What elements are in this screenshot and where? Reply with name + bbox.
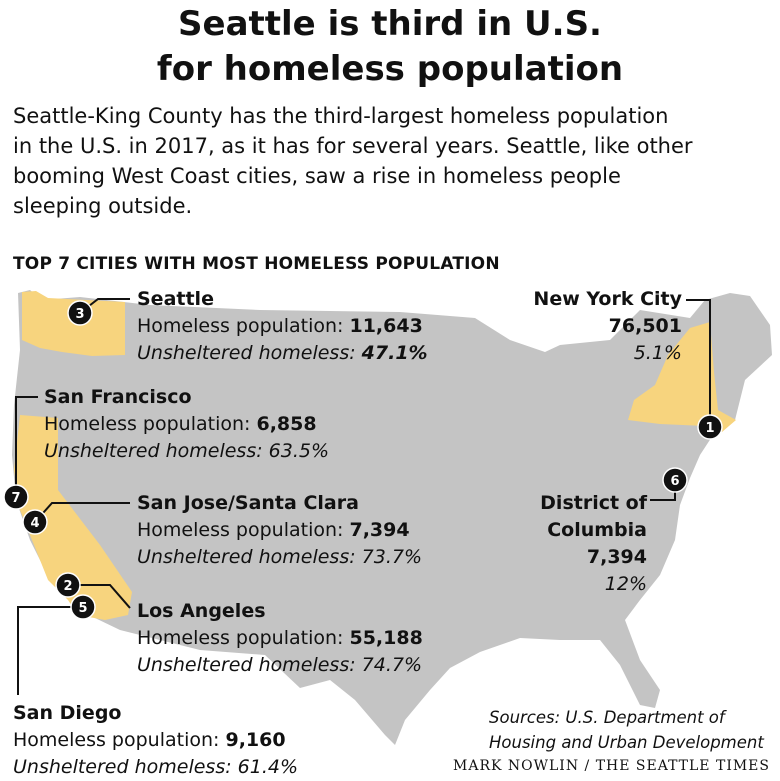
headline-line-1: Seattle is third in U.S. xyxy=(178,4,602,44)
intro-line-3: booming West Coast cities, saw a rise in… xyxy=(13,164,621,188)
population-san-francisco: Homeless population: 6,858 xyxy=(44,411,329,438)
badge-los-angeles-number: 2 xyxy=(63,579,72,594)
unsheltered-value-los-angeles: 74.7% xyxy=(361,654,423,676)
population-new-york: 76,501 xyxy=(533,313,682,340)
population-dc: 7,394 xyxy=(540,544,647,571)
badge-san-francisco-number: 7 xyxy=(11,491,20,506)
uns-prefix: Unsheltered homeless: xyxy=(137,654,362,676)
headline-line-2: for homeless population xyxy=(156,49,624,89)
unsheltered-value-seattle: 47.1% xyxy=(361,342,428,364)
sources: Sources: U.S. Department of Housing and … xyxy=(489,705,764,755)
badge-los-angeles: 2 xyxy=(55,572,81,598)
badge-seattle: 3 xyxy=(67,300,93,326)
city-name-dc-line-2: Columbia xyxy=(547,519,647,541)
unsheltered-value-san-jose: 73.7% xyxy=(361,546,423,568)
badge-san-diego: 5 xyxy=(70,594,96,620)
unsheltered-dc: 12% xyxy=(604,573,647,595)
city-name-san-diego: San Diego xyxy=(13,702,122,724)
headline: Seattle is third in U.S. for homeless po… xyxy=(0,2,780,92)
badge-san-jose-number: 4 xyxy=(30,516,39,531)
leader-san-francisco xyxy=(15,396,38,497)
unsheltered-value-san-francisco: 63.5% xyxy=(268,440,330,462)
leader-san-diego xyxy=(17,606,83,695)
label-los-angeles: Los Angeles Homeless population: 55,188 … xyxy=(137,598,423,679)
label-new-york: New York City 76,501 5.1% xyxy=(533,286,682,367)
unsheltered-new-york: 5.1% xyxy=(633,342,682,364)
unsheltered-san-francisco: Unsheltered homeless: 63.5% xyxy=(44,438,329,465)
pop-prefix: Homeless population: xyxy=(13,729,226,751)
label-dc: District of Columbia 7,394 12% xyxy=(540,490,647,598)
population-value-new-york: 76,501 xyxy=(608,315,682,337)
pop-prefix: Homeless population: xyxy=(137,315,350,337)
population-seattle: Homeless population: 11,643 xyxy=(137,313,428,340)
badge-seattle-number: 3 xyxy=(75,307,84,322)
label-san-jose: San Jose/Santa Clara Homeless population… xyxy=(137,490,422,571)
badge-new-york: 1 xyxy=(697,414,723,440)
badge-dc-number: 6 xyxy=(670,474,679,489)
badge-san-francisco: 7 xyxy=(3,484,29,510)
label-seattle: Seattle Homeless population: 11,643 Unsh… xyxy=(137,286,428,367)
leader-lines xyxy=(15,298,711,695)
unsheltered-los-angeles: Unsheltered homeless: 74.7% xyxy=(137,652,423,679)
badge-san-jose: 4 xyxy=(22,509,48,535)
pop-prefix: Homeless population: xyxy=(44,413,257,435)
population-value-san-jose: 7,394 xyxy=(349,519,410,541)
city-name-dc-line-1: District of xyxy=(540,492,647,514)
badge-new-york-number: 1 xyxy=(705,421,714,436)
population-value-dc: 7,394 xyxy=(586,546,647,568)
intro-line-2: in the U.S. in 2017, as it has for sever… xyxy=(13,134,693,158)
population-san-diego: Homeless population: 9,160 xyxy=(13,727,298,754)
sources-line-2: Housing and Urban Development xyxy=(489,733,764,752)
pop-prefix: Homeless population: xyxy=(137,519,350,541)
intro-line-1: Seattle-King County has the third-larges… xyxy=(13,104,669,128)
credit: MARK NOWLIN / THE SEATTLE TIMES xyxy=(453,758,770,774)
population-value-los-angeles: 55,188 xyxy=(349,627,423,649)
badge-dc: 6 xyxy=(662,467,688,493)
intro-text: Seattle-King County has the third-larges… xyxy=(13,101,773,221)
city-name-seattle: Seattle xyxy=(137,288,214,310)
unsheltered-seattle: Unsheltered homeless: 47.1% xyxy=(137,340,428,367)
leader-los-angeles xyxy=(68,584,131,609)
city-name-san-francisco: San Francisco xyxy=(44,386,192,408)
unsheltered-value-san-diego: 61.4% xyxy=(237,756,299,778)
city-name-new-york: New York City xyxy=(533,288,682,310)
leader-new-york xyxy=(686,299,711,425)
uns-prefix: Unsheltered homeless: xyxy=(137,546,362,568)
badge-san-diego-number: 5 xyxy=(78,601,87,616)
population-san-jose: Homeless population: 7,394 xyxy=(137,517,422,544)
section-heading: TOP 7 CITIES WITH MOST HOMELESS POPULATI… xyxy=(13,254,500,274)
california-highlight xyxy=(14,415,132,620)
unsheltered-san-jose: Unsheltered homeless: 73.7% xyxy=(137,544,422,571)
population-value-seattle: 11,643 xyxy=(349,315,423,337)
intro-line-4: sleeping outside. xyxy=(13,194,193,218)
us-land xyxy=(12,290,772,745)
uns-prefix: Unsheltered homeless: xyxy=(44,440,269,462)
pop-prefix: Homeless population: xyxy=(137,627,350,649)
population-los-angeles: Homeless population: 55,188 xyxy=(137,625,423,652)
city-name-los-angeles: Los Angeles xyxy=(137,600,266,622)
sources-line-1: Sources: U.S. Department of xyxy=(489,708,725,727)
label-san-francisco: San Francisco Homeless population: 6,858… xyxy=(44,384,329,465)
unsheltered-san-diego: Unsheltered homeless: 61.4% xyxy=(13,754,298,781)
population-value-san-francisco: 6,858 xyxy=(256,413,317,435)
label-san-diego: San Diego Homeless population: 9,160 Uns… xyxy=(13,700,298,781)
population-value-san-diego: 9,160 xyxy=(225,729,286,751)
uns-prefix: Unsheltered homeless: xyxy=(137,342,362,364)
city-name-san-jose: San Jose/Santa Clara xyxy=(137,492,359,514)
uns-prefix: Unsheltered homeless: xyxy=(13,756,238,778)
